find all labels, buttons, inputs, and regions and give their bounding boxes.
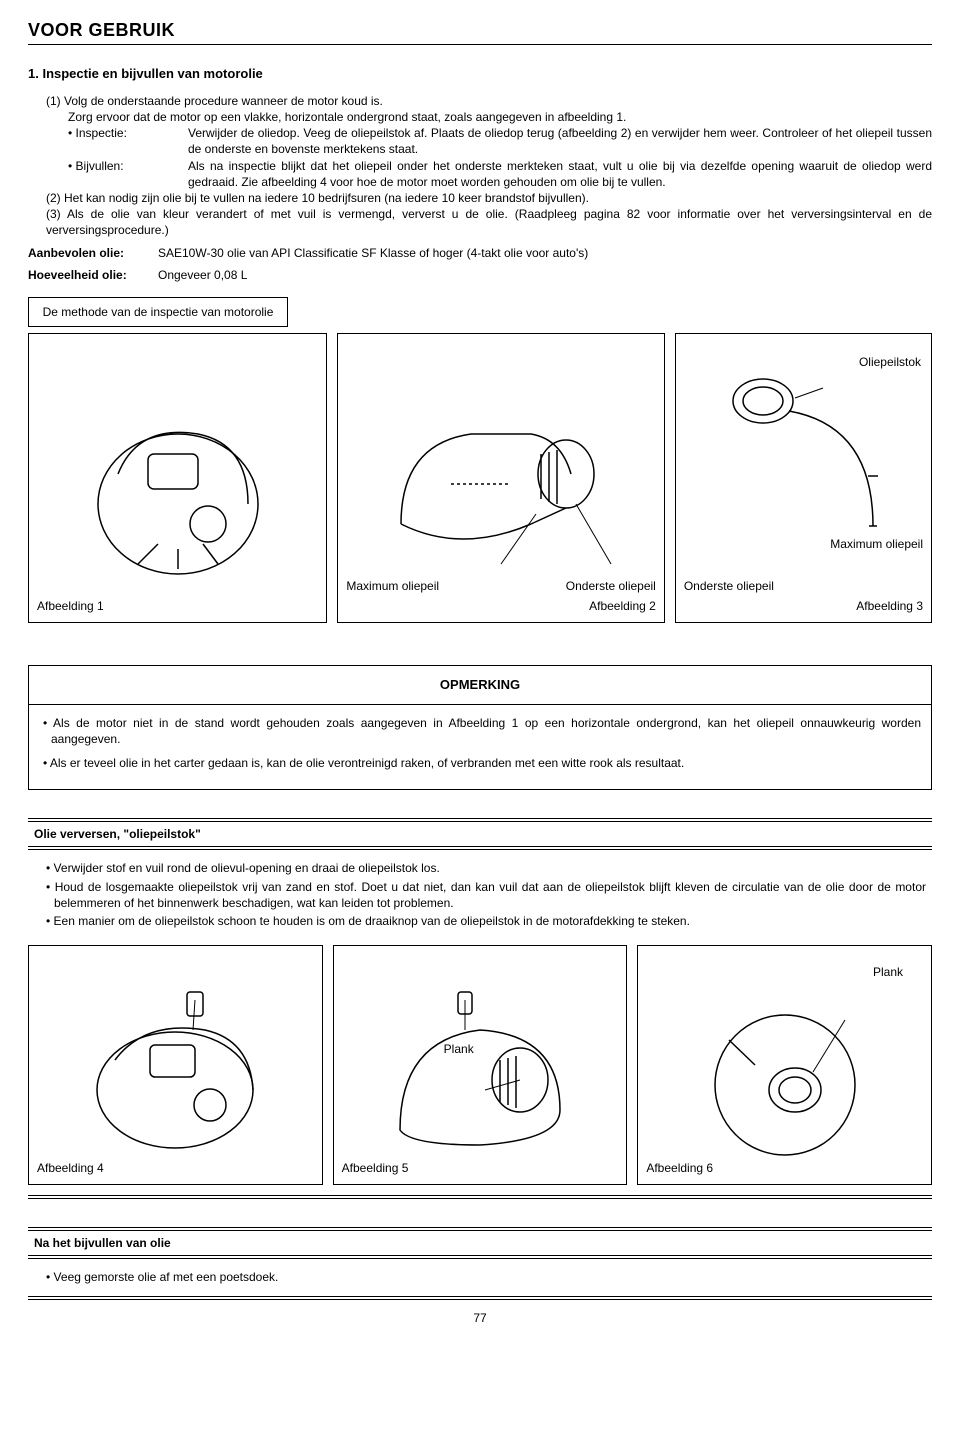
engine-hold-icon — [75, 990, 275, 1160]
figure-2-caption: Afbeelding 2 — [589, 598, 656, 614]
after-fill-b1: Veeg gemorste olie af met een poetsdoek. — [46, 1269, 926, 1285]
term-bijvullen: • Bijvullen: — [68, 158, 188, 190]
divider-icon — [28, 1296, 932, 1300]
oil-qty-value: Ongeveer 0,08 L — [158, 267, 932, 283]
figure-2-cell: Maximum oliepeil Onderste oliepeil Afbee… — [337, 333, 664, 623]
oil-change-b3: Een manier om de oliepeilstok schoon te … — [46, 913, 926, 929]
figure-4-caption: Afbeelding 4 — [37, 1160, 314, 1176]
figure-3-cell: Oliepeilstok Maximum oliepeil Onderste o… — [675, 333, 932, 623]
dipstick-icon — [713, 366, 893, 536]
figure-4-cell: Afbeelding 4 — [28, 945, 323, 1185]
cross-section-icon — [381, 384, 621, 574]
divider-icon — [28, 1195, 932, 1199]
figure-5-cell: Plank Afbeelding 5 — [333, 945, 628, 1185]
figure-3-low-label: Onderste oliepeil — [684, 578, 774, 594]
recommended-oil-label: Aanbevolen olie: — [28, 245, 158, 261]
figure-2-left-label: Maximum oliepeil — [346, 578, 439, 594]
inspection-method-box: De methode van de inspectie van motoroli… — [28, 297, 288, 327]
recommended-oil-row: Aanbevolen olie: SAE10W-30 olie van API … — [28, 245, 932, 261]
page-number: 77 — [28, 1310, 932, 1326]
figure-6-cell: Plank Afbeelding 6 — [637, 945, 932, 1185]
p4: (3) Als de olie van kleur verandert of m… — [46, 206, 932, 238]
p3: (2) Het kan nodig zijn olie bij te vulle… — [46, 190, 932, 206]
oil-change-b2: Houd de losgemaakte oliepeilstok vrij va… — [46, 879, 926, 911]
figure-3-top-label: Oliepeilstok — [859, 354, 921, 370]
figure-5-caption: Afbeelding 5 — [342, 1160, 619, 1176]
p2: Zorg ervoor dat de motor op een vlakke, … — [46, 109, 932, 125]
figure-3-caption: Afbeelding 3 — [856, 598, 923, 614]
recommended-oil-value: SAE10W-30 olie van API Classificatie SF … — [158, 245, 932, 261]
section-1-title: 1. Inspectie en bijvullen van motorolie — [28, 65, 932, 83]
after-fill-title: Na het bijvullen van olie — [28, 1230, 932, 1256]
after-fill-bullets: Veeg gemorste olie af met een poetsdoek. — [28, 1259, 932, 1285]
val-inspectie: Verwijder de oliedop. Veeg de oliepeilst… — [188, 125, 932, 157]
notice-box: OPMERKING • Als de motor niet in de stan… — [28, 665, 932, 790]
figure-3-mid-label: Maximum oliepeil — [684, 536, 923, 552]
figure-1-cell: Afbeelding 1 — [28, 333, 327, 623]
val-bijvullen: Als na inspectie blijkt dat het oliepeil… — [188, 158, 932, 190]
notice-bullet-2: • Als er teveel olie in het carter gedaa… — [39, 755, 921, 771]
oil-qty-label: Hoeveelheid olie: — [28, 267, 158, 283]
engine-plank-icon — [370, 990, 590, 1160]
oil-change-header: Olie verversen, "oliepeilstok" — [28, 818, 932, 850]
p1: (1) Volg de onderstaande procedure wanne… — [46, 93, 932, 109]
figure-5-plank-label: Plank — [444, 1041, 474, 1057]
section-1-body: (1) Volg de onderstaande procedure wanne… — [46, 93, 932, 239]
figure-6-plank-label: Plank — [873, 964, 903, 980]
notice-bullet-1: • Als de motor niet in de stand wordt ge… — [39, 715, 921, 747]
figure-6-caption: Afbeelding 6 — [646, 1160, 923, 1176]
figure-row-1: Afbeelding 1 Maximum oliepeil Onderste o… — [28, 333, 932, 623]
figure-row-2: Afbeelding 4 Plank Afbeelding 5 Plank — [28, 945, 932, 1185]
term-inspectie: • Inspectie: — [68, 125, 188, 157]
oil-change-b1: Verwijder stof en vuil rond de olievul-o… — [46, 860, 926, 876]
figure-1-caption: Afbeelding 1 — [37, 598, 104, 614]
dipstick-in-cover-icon — [685, 990, 885, 1160]
figure-2-right-label: Onderste oliepeil — [566, 578, 656, 594]
oil-change-bullets: Verwijder stof en vuil rond de olievul-o… — [28, 850, 932, 929]
after-fill-header: Na het bijvullen van olie — [28, 1227, 932, 1259]
notice-heading: OPMERKING — [29, 666, 931, 705]
page-heading: VOOR GEBRUIK — [28, 18, 932, 45]
oil-change-title: Olie verversen, "oliepeilstok" — [28, 821, 932, 847]
oil-qty-row: Hoeveelheid olie: Ongeveer 0,08 L — [28, 267, 932, 283]
engine-illustration-icon — [78, 394, 278, 594]
